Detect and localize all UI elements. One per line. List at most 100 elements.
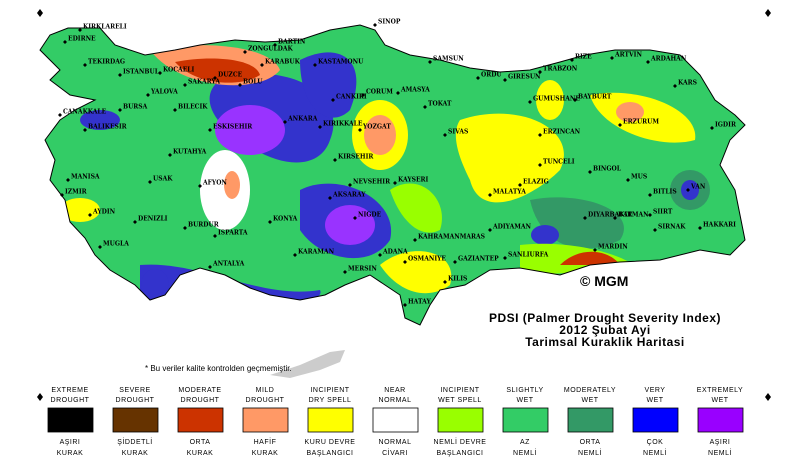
city-label: ERZURUM [623, 119, 659, 126]
city-label: BURDUR [188, 222, 220, 229]
city-label: ADIYAMAN [492, 224, 532, 231]
legend-label-tr: KURAK [187, 450, 214, 457]
city-marker [83, 128, 87, 132]
city-marker [358, 128, 362, 132]
city-label: ESKISEHIR [213, 124, 253, 131]
title-line: 2012 Şubat Ayi [559, 323, 650, 337]
city-label: ADANA [382, 249, 408, 256]
city-marker [146, 93, 150, 97]
city-marker [488, 193, 492, 197]
city-marker [413, 238, 417, 242]
city-label: KILIS [448, 276, 467, 283]
city-marker [183, 83, 187, 87]
city-marker [208, 265, 212, 269]
city-label: AFYON [202, 180, 227, 187]
city-label: KAYSERI [398, 177, 429, 184]
city-label: BALIKESIR [88, 124, 128, 131]
city-label: KONYA [273, 216, 298, 223]
city-marker [686, 188, 690, 192]
city-label: BOLU [243, 79, 263, 86]
city-label: BAYBURT [578, 94, 612, 101]
city-marker [443, 280, 447, 284]
city-label: SIRNAK [658, 224, 686, 231]
city-marker [646, 60, 650, 64]
city-marker [538, 163, 542, 167]
city-marker [183, 226, 187, 230]
city-marker [238, 83, 242, 87]
city-marker [283, 120, 287, 124]
city-marker [318, 125, 322, 129]
legend-label-en: SEVERE [119, 387, 150, 394]
note: * Bu veriler kalite kontrolden geçmemişt… [145, 364, 292, 373]
city-marker [570, 58, 574, 62]
city-label: TOKAT [428, 101, 452, 108]
city-label: KASTAMONU [318, 59, 364, 66]
city-label: ANTALYA [212, 261, 245, 268]
city-label: MUGLA [103, 241, 129, 248]
legend-label-tr: ŞİDDETLİ [117, 437, 153, 446]
city-label: GIRESUN [508, 74, 541, 81]
legend-label-tr: NEMLİ [643, 448, 667, 457]
city-marker [423, 105, 427, 109]
city-marker [610, 56, 614, 60]
legend-label-en: MODERATE [178, 387, 221, 394]
city-marker [331, 98, 335, 102]
country-outline [39, 24, 746, 326]
legend-label-en: MODERATELY [564, 387, 616, 394]
city-label: NEVSEHIR [353, 179, 391, 186]
city-marker [83, 63, 87, 67]
legend-swatch [697, 407, 744, 433]
city-label: OSMANIYE [408, 256, 446, 263]
legend-label-tr: KURAK [122, 450, 149, 457]
city-marker [428, 60, 432, 64]
credit: © MGM [580, 273, 628, 289]
city-marker [518, 183, 522, 187]
legend-swatch [307, 407, 354, 433]
legend-swatch [112, 407, 159, 433]
legend-label-en: SLIGHTLY [506, 387, 543, 394]
city-label: MARDIN [598, 244, 628, 251]
city-marker [648, 213, 652, 217]
city-label: KIRKLARELI [83, 24, 127, 31]
city-label: SAMSUN [433, 56, 464, 63]
city-marker [403, 260, 407, 264]
legend-label-tr: KURAK [252, 450, 279, 457]
city-marker [260, 63, 264, 67]
title-line: Tarimsal Kuraklik Haritasi [525, 335, 685, 349]
city-label: ZONGULDAK [248, 46, 294, 53]
city-label: SANLIURFA [508, 252, 549, 259]
legend-label-en: MILD [256, 387, 275, 394]
city-label: ANKARA [287, 116, 318, 123]
city-label: DENIZLI [138, 216, 168, 223]
city-marker [60, 193, 64, 197]
city-marker [243, 50, 247, 54]
city-marker [168, 153, 172, 157]
city-label: ISPARTA [218, 230, 248, 237]
city-marker [198, 184, 202, 188]
cyprus [270, 350, 345, 378]
city-marker [673, 84, 677, 88]
city-label: ARTVIN [614, 52, 642, 59]
legend-label-en: INCIPIENT [440, 387, 479, 394]
city-label: KIRSEHIR [338, 154, 374, 161]
city-marker [133, 220, 137, 224]
city-label: AKSARAY [332, 192, 366, 199]
city-marker [443, 133, 447, 137]
city-marker [476, 76, 480, 80]
city-marker [538, 133, 542, 137]
legend-label-tr: AŞIRI [60, 439, 81, 446]
city-marker [378, 253, 382, 257]
city-marker [353, 216, 357, 220]
city-label: IGDIR [715, 122, 737, 129]
city-label: BATMAN [618, 212, 649, 219]
legend-label-tr: ORTA [190, 439, 211, 446]
legend-label-en: VERY [645, 387, 666, 394]
legend-label-tr: BAŞLANGICI [436, 450, 483, 457]
legend-label-tr: AŞIRI [710, 439, 731, 446]
legend-label-en: WET [581, 397, 598, 404]
legend-label-tr: NEMLİ DEVRE [434, 437, 487, 446]
city-label: ERZINCAN [543, 129, 581, 136]
city-label: BARTIN [278, 39, 306, 46]
city-label: HATAY [408, 299, 431, 306]
